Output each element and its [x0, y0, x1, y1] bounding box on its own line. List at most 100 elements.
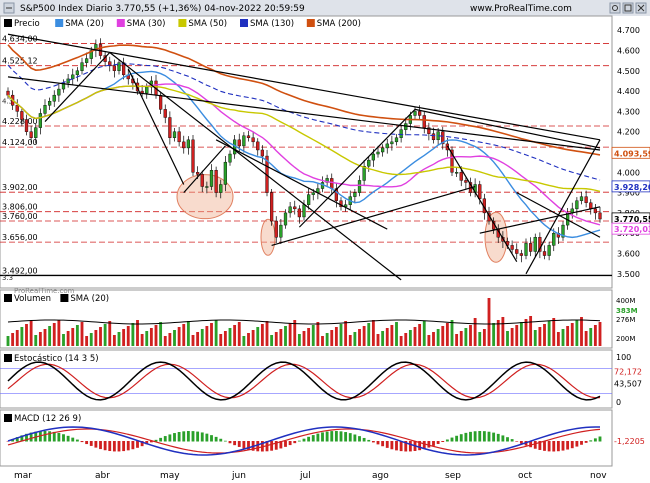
settings-icon[interactable] — [609, 2, 621, 14]
highlight-ellipse — [484, 211, 508, 263]
stoch-value-tag: 72,172 — [614, 368, 642, 377]
volume-bar — [66, 331, 70, 346]
macd-histogram-bar — [66, 435, 70, 442]
macd-histogram-bar — [455, 435, 459, 442]
sma-200-line — [7, 44, 601, 156]
level-label: 3.902,00 — [2, 183, 38, 192]
macd-histogram-bar — [436, 441, 440, 444]
macd-histogram-bar — [112, 441, 116, 452]
candle — [533, 237, 537, 252]
volume-bar — [15, 330, 19, 346]
candle — [593, 208, 597, 214]
macd-histogram-bar — [399, 441, 403, 452]
volume-bar — [80, 322, 84, 346]
volume-bar — [404, 333, 408, 346]
volume-bar — [99, 327, 102, 346]
candle — [413, 111, 417, 116]
trendline — [298, 108, 416, 228]
candle — [200, 174, 204, 187]
volume-bar — [145, 331, 149, 346]
title-bar — [0, 0, 650, 16]
volume-tick: 200M — [616, 335, 635, 343]
close-icon[interactable] — [635, 2, 647, 14]
y-tick-label: 4.500 — [617, 67, 640, 76]
volume-bar — [381, 331, 385, 346]
volume-bar — [94, 330, 98, 346]
macd-histogram-bar — [575, 441, 579, 447]
macd-histogram-bar — [89, 441, 93, 446]
volume-bar — [344, 321, 348, 346]
macd-histogram-bar — [529, 441, 533, 448]
macd-histogram-bar — [427, 441, 431, 448]
volume-bar — [140, 334, 144, 346]
macd-histogram-bar — [200, 432, 204, 442]
volume-bar — [482, 329, 486, 346]
candle — [145, 86, 149, 94]
macd-histogram-bar — [154, 439, 158, 442]
volume-bar — [233, 325, 237, 346]
candle — [117, 62, 121, 71]
volume-bar — [173, 330, 176, 346]
macd-histogram-bar — [29, 432, 33, 442]
candle — [260, 149, 264, 157]
candle — [223, 161, 227, 185]
candle — [279, 224, 283, 238]
volume-bar — [529, 316, 533, 346]
candle — [399, 129, 403, 138]
macd-histogram-bar — [367, 439, 371, 442]
volume-bar — [210, 323, 213, 346]
macd-histogram-bar — [492, 432, 496, 442]
volume-bar — [57, 320, 61, 346]
volume-bar — [219, 334, 223, 346]
macd-histogram-bar — [126, 441, 130, 451]
level-label: 3.806,00 — [2, 203, 38, 212]
candle — [371, 153, 375, 161]
macd-histogram-bar — [297, 440, 301, 442]
candle — [288, 206, 292, 214]
macd-histogram-bar — [242, 441, 246, 449]
macd-histogram-bar — [395, 441, 398, 451]
candle — [575, 200, 579, 210]
macd-histogram-bar — [228, 441, 232, 444]
candle — [362, 166, 366, 181]
volume-bar — [177, 327, 181, 346]
value-tag: 4.093,59 — [614, 149, 650, 158]
macd-histogram-bar — [307, 436, 311, 442]
stochastic-panel — [0, 349, 613, 409]
macd-histogram-bar — [173, 433, 176, 442]
legend-label: SMA (20) — [65, 19, 104, 29]
macd-histogram-bar — [584, 441, 588, 443]
candle — [538, 237, 542, 252]
macd-histogram-bar — [293, 441, 297, 444]
volume-bar — [270, 335, 274, 346]
value-tag-box — [611, 180, 650, 193]
volume-bar — [584, 331, 588, 346]
macd-histogram-bar — [496, 433, 500, 442]
minimize-icon[interactable] — [3, 2, 15, 14]
macd-value-tag: -1,2205 — [614, 437, 645, 446]
candle — [283, 212, 288, 226]
candle — [598, 212, 602, 220]
macd-histogram-bar — [43, 431, 47, 442]
maximize-icon[interactable] — [622, 2, 634, 14]
volume-bar — [108, 321, 112, 346]
candle — [38, 113, 42, 128]
stoch-signal-line — [7, 363, 601, 399]
candle — [15, 105, 19, 112]
candle — [515, 249, 519, 254]
volume-bar — [237, 322, 241, 346]
volume-bar — [256, 327, 260, 346]
volume-bar — [288, 323, 292, 346]
volume-bar — [260, 324, 264, 346]
candle — [427, 127, 431, 134]
volume-bar — [52, 323, 56, 346]
volume-bar — [122, 329, 126, 346]
macd-histogram-bar — [20, 435, 24, 442]
candle — [519, 253, 523, 256]
macd-histogram-bar — [593, 438, 597, 442]
volume-bar — [38, 332, 42, 346]
volume-bar — [519, 322, 523, 346]
macd-histogram-bar — [270, 441, 274, 451]
macd-histogram-bar — [580, 441, 583, 445]
volume-bar — [89, 333, 93, 346]
